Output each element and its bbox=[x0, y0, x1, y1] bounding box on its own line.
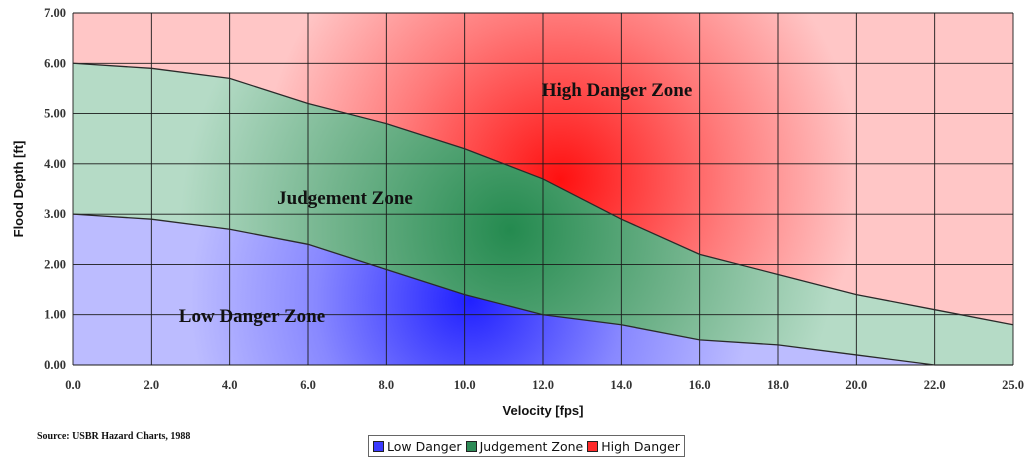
x-tick-label: 12.0 bbox=[532, 378, 554, 392]
legend-swatch-low bbox=[373, 440, 384, 452]
legend-item-high: High Danger bbox=[587, 439, 680, 454]
y-tick-label: 1.00 bbox=[44, 308, 66, 322]
x-tick-label: 22.0 bbox=[924, 378, 946, 392]
y-axis-title: Flood Depth [ft] bbox=[11, 141, 26, 238]
zone-label-judgement: Judgement Zone bbox=[277, 188, 413, 209]
legend: Low Danger Judgement Zone High Danger bbox=[368, 435, 685, 457]
y-tick-label: 4.00 bbox=[44, 157, 66, 171]
x-tick-label: 25.0 bbox=[1002, 378, 1024, 392]
zone-label-low: Low Danger Zone bbox=[179, 306, 325, 327]
x-tick-label: 16.0 bbox=[689, 378, 711, 392]
x-tick-label: 8.0 bbox=[379, 378, 395, 392]
x-tick-label: 10.0 bbox=[454, 378, 476, 392]
y-tick-label: 6.00 bbox=[44, 56, 66, 70]
legend-label-high: High Danger bbox=[601, 438, 680, 454]
zone-label-high: High Danger Zone bbox=[542, 80, 693, 101]
x-tick-label: 18.0 bbox=[767, 378, 789, 392]
source-note: Source: USBR Hazard Charts, 1988 bbox=[37, 431, 191, 442]
x-axis-title: Velocity [fps] bbox=[503, 403, 584, 418]
boundary-low bbox=[72, 213, 1013, 366]
x-tick-label: 14.0 bbox=[610, 378, 632, 392]
legend-swatch-high bbox=[587, 440, 599, 452]
x-tick-label: 20.0 bbox=[845, 378, 867, 392]
legend-item-judgement: Judgement Zone bbox=[465, 438, 584, 454]
x-tick-label: 0.0 bbox=[65, 378, 81, 392]
x-tick-label: 6.0 bbox=[300, 378, 316, 392]
y-tick-label: 0.00 bbox=[44, 358, 66, 372]
legend-swatch-judgement bbox=[465, 440, 477, 452]
x-tick-label: 2.0 bbox=[144, 378, 160, 392]
y-tick-label: 7.00 bbox=[44, 6, 66, 20]
y-tick-label: 5.00 bbox=[44, 107, 66, 121]
x-tick-label: 4.0 bbox=[222, 378, 238, 392]
y-tick-label: 3.00 bbox=[44, 207, 66, 221]
y-tick-label: 2.00 bbox=[44, 257, 66, 271]
boundary-judgement bbox=[72, 62, 1014, 326]
legend-item-low: Low Danger bbox=[373, 439, 462, 454]
legend-label-judgement: Judgement Zone bbox=[479, 438, 584, 454]
legend-label-low: Low Danger bbox=[387, 438, 462, 454]
